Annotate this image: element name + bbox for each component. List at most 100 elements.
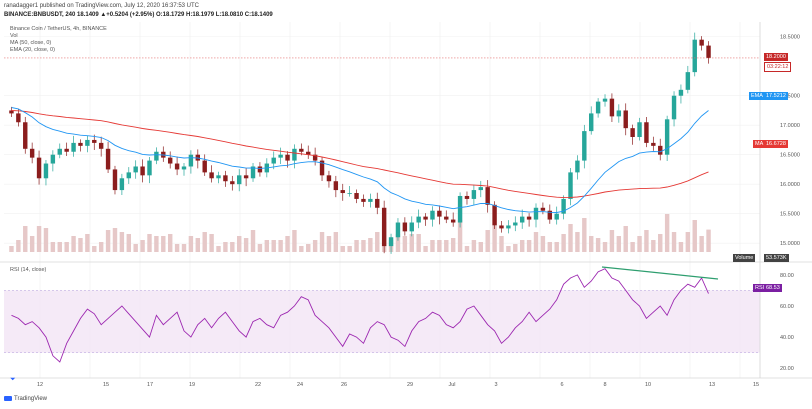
- time-tick-label: 22: [255, 382, 261, 388]
- candle-body: [644, 122, 649, 143]
- candle-body: [526, 216, 532, 220]
- volume-bar: [57, 242, 62, 252]
- candle-body: [554, 213, 559, 220]
- candle-body: [237, 175, 242, 185]
- volume-bar: [444, 240, 449, 252]
- candle-body: [340, 190, 345, 194]
- volume-tag-name: Volume: [733, 254, 756, 262]
- volume-bar: [209, 234, 214, 252]
- volume-bar: [671, 232, 677, 252]
- volume-bar: [278, 240, 283, 252]
- ma-line: [11, 110, 709, 199]
- candle-body: [699, 39, 704, 46]
- price-tick-label: 17.5000: [780, 94, 800, 100]
- candle-body: [651, 142, 656, 146]
- volume-bar: [664, 214, 670, 252]
- volume-bar: [347, 246, 352, 252]
- rsi-band: [4, 290, 760, 353]
- candle-body: [471, 190, 477, 199]
- volume-bar: [16, 240, 21, 252]
- candle-body: [416, 216, 421, 223]
- candle-body: [437, 210, 442, 217]
- candle-body: [271, 157, 276, 164]
- time-tick-label: Jul: [448, 382, 455, 388]
- candle-body: [609, 98, 615, 117]
- candle-body: [250, 166, 256, 179]
- volume-bar: [126, 234, 131, 252]
- time-axis-labels: 12 15 17 19 22 24 26 29 Jul 3 6 8 10 13 15: [37, 382, 759, 388]
- volume-bar: [98, 242, 104, 252]
- tradingview-logo-icon: [4, 396, 12, 401]
- ma-tag-name: MA: [753, 140, 766, 148]
- candle-body: [202, 160, 207, 173]
- volume-bar: [609, 230, 615, 252]
- volume-bar: [637, 236, 642, 252]
- legend-ema[interactable]: EMA (20, close, 0): [10, 47, 55, 53]
- candle-body: [388, 237, 394, 247]
- rsi-axis-labels: 80.00 60.00 40.00 20.00: [780, 273, 794, 372]
- time-tick-label: 15: [103, 382, 109, 388]
- legend-volume[interactable]: Vol: [10, 33, 18, 39]
- candle-body: [230, 181, 235, 185]
- volume-bar: [437, 240, 442, 252]
- time-tick-label: 19: [189, 382, 195, 388]
- candle-body: [9, 110, 14, 114]
- volume-bar: [499, 236, 504, 252]
- volume-bar: [243, 238, 249, 252]
- rsi-tag-value: 68.53: [764, 284, 782, 292]
- volume-bar: [699, 236, 704, 252]
- volume-bar: [71, 236, 76, 252]
- volume-bars: [9, 214, 711, 252]
- volume-bar: [602, 242, 608, 252]
- legend-ma[interactable]: MA (50, close, 0): [10, 40, 52, 46]
- price-axis-labels: 18.5000 17.5000 17.0000 16.5000 16.0000 15.50…: [780, 35, 800, 247]
- volume-bar: [409, 234, 414, 252]
- volume-bar: [223, 242, 228, 252]
- volume-bar: [519, 240, 525, 252]
- volume-bar: [154, 236, 159, 252]
- time-tick-label: 29: [407, 382, 413, 388]
- volume-bar: [271, 240, 276, 252]
- candle-body: [119, 178, 125, 191]
- price-tick-label: 15.5000: [780, 212, 800, 218]
- candle-body: [547, 210, 553, 220]
- candle-body: [582, 131, 587, 161]
- volume-bar: [568, 224, 573, 252]
- candle-body: [409, 222, 414, 232]
- candle-body: [174, 163, 180, 170]
- volume-bar: [299, 246, 304, 252]
- candle-body: [444, 216, 449, 220]
- time-tick-label: 3: [494, 382, 497, 388]
- candle-body: [623, 110, 628, 129]
- volume-bar: [533, 232, 539, 252]
- candle-body: [126, 172, 131, 179]
- candles: [9, 32, 711, 254]
- volume-bar: [692, 220, 697, 252]
- footer-brand-text: TradingView: [14, 396, 48, 403]
- volume-bar: [264, 240, 270, 252]
- volume-bar: [561, 234, 566, 252]
- time-tick-label: 8: [603, 382, 606, 388]
- volume-bar: [478, 242, 483, 252]
- candle-body: [368, 198, 373, 202]
- candle-body: [395, 222, 401, 238]
- candle-body: [402, 222, 408, 232]
- volume-bar: [188, 236, 194, 252]
- volume-bar: [29, 236, 35, 252]
- candle-body: [29, 148, 35, 158]
- legend-rsi[interactable]: RSI (14, close): [10, 267, 47, 273]
- volume-bar: [361, 240, 366, 252]
- candle-body: [57, 148, 62, 155]
- candle-body: [154, 151, 159, 161]
- timezone-icon[interactable]: ⏷: [10, 376, 16, 383]
- volume-bar: [85, 234, 90, 252]
- volume-bar: [651, 240, 656, 252]
- volume-bar: [547, 242, 553, 252]
- volume-bar: [257, 244, 263, 252]
- candle-body: [568, 172, 573, 199]
- volume-bar: [526, 240, 532, 252]
- candle-body: [513, 222, 518, 226]
- volume-bar: [312, 240, 318, 252]
- price-tick-label: 16.0000: [780, 182, 800, 188]
